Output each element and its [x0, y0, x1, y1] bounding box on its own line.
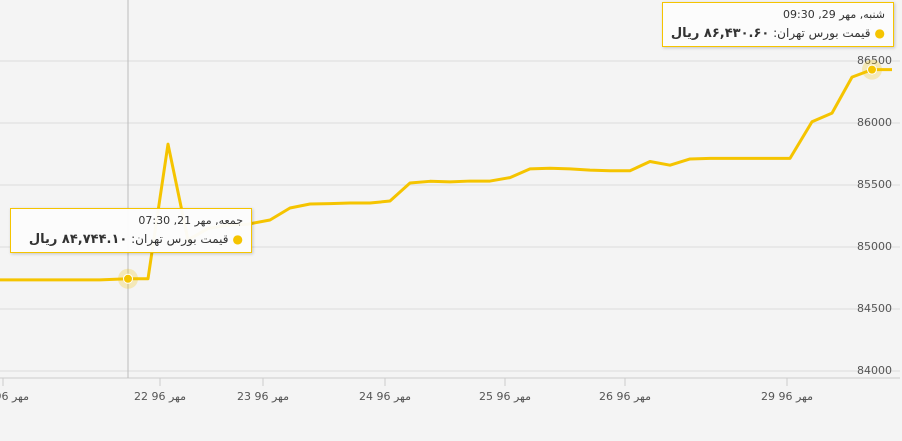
y-tick-label: 86500	[857, 54, 892, 67]
tooltip-date: جمعه, مهر 21, 07:30	[138, 214, 243, 227]
tooltip: جمعه, مهر 21, 07:30 ●قیمت بورس تهران: ۸۴…	[10, 208, 252, 253]
point	[123, 273, 133, 284]
x-tick-label: 24 96 مهر	[359, 390, 411, 403]
tooltip-date: شنبه, مهر 29, 09:30	[783, 8, 885, 21]
y-tick-label: 86000	[857, 116, 892, 129]
tooltip-label: قیمت بورس تهران:	[773, 26, 871, 40]
x-tick-label: 21 96 مهر	[0, 390, 29, 403]
point	[867, 64, 877, 75]
x-tick-label: 25 96 مهر	[479, 390, 531, 403]
tooltip-value: ۸۶,۴۳۰.۶۰ ریال	[670, 26, 770, 41]
y-tick-label: 84500	[857, 302, 892, 315]
y-tick-label: 85000	[857, 240, 892, 253]
tooltip-value: ۸۴,۷۴۴.۱۰ ریال	[28, 232, 128, 247]
x-tick-label: 23 96 مهر	[237, 390, 289, 403]
y-tick-label: 85500	[857, 178, 892, 191]
x-tick-label: 26 96 مهر	[599, 390, 651, 403]
tooltip-label: قیمت بورس تهران:	[131, 232, 229, 246]
x-tick-label: 22 96 مهر	[134, 390, 186, 403]
tooltip-dot: ●	[874, 26, 885, 40]
tooltip: شنبه, مهر 29, 09:30 ●قیمت بورس تهران: ۸۶…	[662, 2, 894, 47]
y-tick-label: 84000	[857, 364, 892, 377]
tooltip-dot: ●	[232, 232, 243, 246]
x-tick-label: 29 96 مهر	[761, 390, 813, 403]
